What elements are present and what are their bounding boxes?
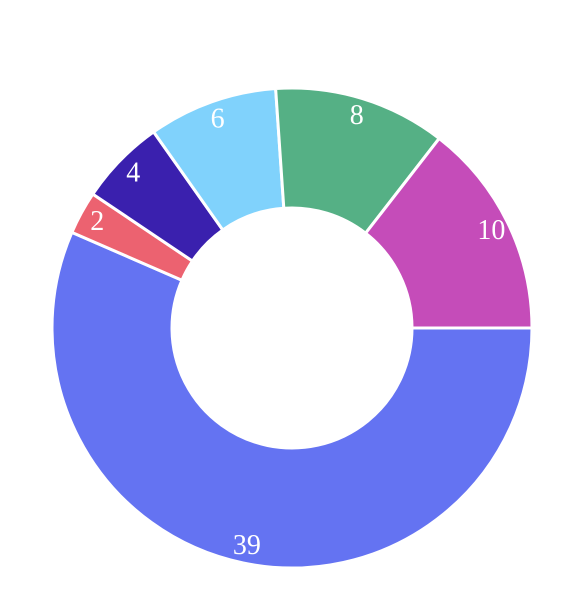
slice-value-label: 6 xyxy=(211,103,225,134)
slice-value-label: 39 xyxy=(233,530,261,561)
donut-slice xyxy=(364,136,534,330)
slice-value-label: 10 xyxy=(477,215,505,246)
slice-value-label: 2 xyxy=(90,206,104,237)
donut-labels: 39 24 6 8 10 xyxy=(90,100,505,561)
slice-value-label: 4 xyxy=(126,157,140,188)
donut-slices xyxy=(50,86,534,570)
slice-value-label: 8 xyxy=(350,100,364,131)
donut-slice xyxy=(50,230,534,570)
